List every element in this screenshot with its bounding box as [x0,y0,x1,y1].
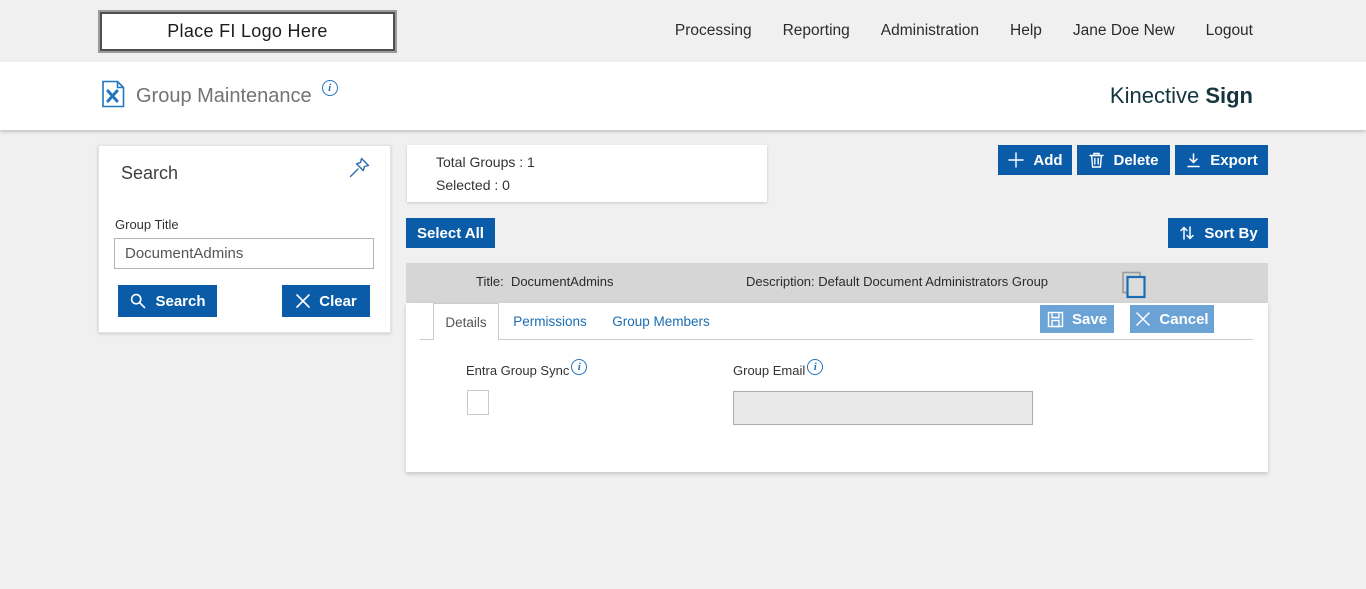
sort-arrows-icon [1180,226,1195,240]
group-row[interactable]: Title: DocumentAdmins Description: Defau… [406,263,1268,303]
clear-x-icon [296,294,311,308]
add-button-label: Add [1033,151,1063,169]
sort-by-label: Sort By [1204,224,1258,242]
page-title-info-icon[interactable]: i [321,80,338,96]
total-groups-value: 1 [527,154,535,170]
tab-permissions[interactable]: Permissions [511,303,589,340]
page-header-left: Group Maintenance i [100,62,338,130]
tab-group-members[interactable]: Group Members [611,303,711,340]
tab-details-label: Details [445,314,487,330]
tab-permissions-label: Permissions [513,314,587,329]
group-title-key: Title: [476,274,504,289]
pin-icon[interactable] [346,155,372,181]
nav-administration[interactable]: Administration [880,22,980,39]
fi-logo-text: Place FI Logo Here [100,12,395,51]
delete-button[interactable]: Delete [1077,145,1170,175]
search-button-label: Search [155,292,206,310]
cancel-button-label: Cancel [1159,310,1209,328]
tab-details[interactable]: Details [433,303,499,340]
top-bar: Place FI Logo Here Processing Reporting … [0,0,1366,62]
group-description-value: Default Document Administrators Group [818,274,1049,289]
page-title: Group Maintenance [136,84,312,107]
add-button[interactable]: Add [998,145,1072,175]
nav-user-name[interactable]: Jane Doe New [1072,22,1175,39]
fi-logo-placeholder: Place FI Logo Here [98,10,397,53]
cancel-button[interactable]: Cancel [1130,305,1214,333]
group-maintenance-icon [100,80,126,113]
entra-group-sync-text: Entra Group Sync [466,363,570,378]
copy-icon [1122,271,1146,299]
delete-button-label: Delete [1113,151,1159,169]
nav-logout[interactable]: Logout [1205,22,1253,39]
entra-group-sync-label: Entra Group Sync i [466,359,588,379]
select-all-button[interactable]: Select All [406,218,495,248]
group-email-text: Group Email [733,363,806,378]
group-email-input[interactable] [733,391,1033,425]
selected-value: 0 [502,177,510,193]
search-panel: Search Group Title Search Clear [98,145,391,333]
group-title-label: Group Title [115,217,179,232]
group-description-key: Description: [746,274,815,289]
select-all-label: Select All [417,224,484,242]
nav-reporting[interactable]: Reporting [782,22,850,39]
sort-by-button[interactable]: Sort By [1168,218,1268,248]
group-email-label: Group Email i [733,359,824,379]
brand-logo: Kinective Sign [1110,62,1253,130]
page-header: Group Maintenance i Kinective Sign [0,62,1366,130]
selected-label: Selected : [436,177,499,193]
group-row-description: Description: Default Document Administra… [746,274,1048,289]
clear-button-label: Clear [319,292,357,310]
brand-name: Kinective [1109,83,1200,108]
total-groups-line: Total Groups : 1 [436,154,535,170]
group-row-title: Title: DocumentAdmins [476,274,614,289]
save-button[interactable]: Save [1040,305,1114,333]
nav-help[interactable]: Help [1010,22,1042,39]
group-detail-panel: Details Permissions Group Members Save C… [406,303,1268,472]
brand-product: Sign [1205,83,1253,108]
top-nav: Processing Reporting Administration Help… [675,0,1253,62]
cancel-x-icon [1136,312,1151,326]
search-panel-title: Search [121,163,179,183]
group-email-info-icon[interactable]: i [807,359,824,375]
total-groups-label: Total Groups : [436,154,524,170]
group-title-value: DocumentAdmins [510,274,614,289]
trash-icon [1089,152,1105,168]
export-button[interactable]: Export [1175,145,1268,175]
tab-bar-divider [420,339,1253,340]
entra-group-sync-checkbox[interactable] [467,390,489,415]
group-title-input[interactable] [114,238,374,269]
entra-group-sync-info-icon[interactable]: i [571,359,588,375]
selected-line: Selected : 0 [436,177,510,193]
export-button-label: Export [1210,151,1258,169]
clear-button[interactable]: Clear [282,285,370,317]
save-floppy-icon [1047,311,1064,327]
plus-icon [1008,152,1025,168]
copy-group-button[interactable] [1118,270,1148,301]
download-icon [1187,152,1200,167]
search-icon [131,293,146,309]
summary-card: Total Groups : 1 Selected : 0 [407,145,767,202]
nav-processing[interactable]: Processing [674,22,752,39]
search-button[interactable]: Search [118,285,217,317]
tab-group-members-label: Group Members [612,314,710,329]
save-button-label: Save [1071,310,1108,328]
